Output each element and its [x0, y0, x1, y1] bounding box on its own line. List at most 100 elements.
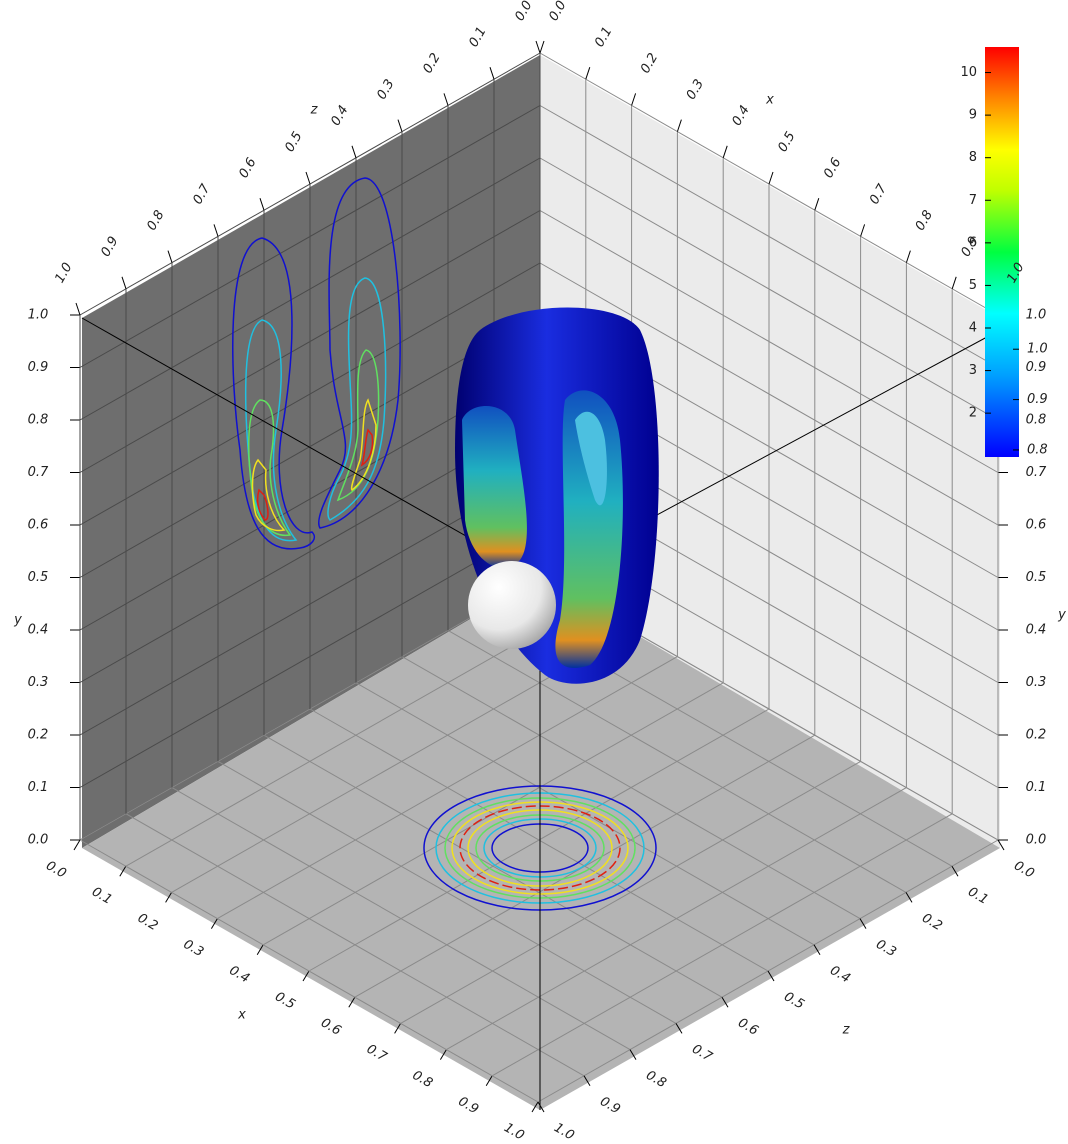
tick-label: 0.5 — [781, 989, 806, 1012]
tick-mark — [721, 996, 729, 1008]
colorbar — [985, 47, 1019, 457]
tick-mark — [631, 93, 637, 106]
grid-line — [217, 760, 677, 1024]
tick-mark — [722, 145, 728, 158]
grid-line — [447, 629, 907, 893]
tick-label: 0.8 — [410, 1068, 435, 1091]
tick-label: 0.6 — [236, 155, 259, 180]
grid-line — [125, 813, 585, 1077]
tick-mark — [302, 970, 310, 982]
tick-mark — [537, 1101, 545, 1113]
tick-label: 0.0 — [1011, 858, 1036, 881]
axis-title: z — [310, 103, 319, 118]
colorbar-label: 5 — [969, 278, 977, 293]
tick-label: 0.0 — [546, 0, 569, 24]
tick-mark — [629, 1049, 637, 1060]
tick-label: 0.9 — [455, 1094, 480, 1117]
tick-mark — [583, 1075, 591, 1087]
tick-mark — [539, 40, 545, 54]
colorbar-label: 2 — [969, 406, 977, 421]
tick-mark — [489, 67, 495, 80]
tick-mark — [443, 93, 449, 106]
tick-label: 0.0 — [512, 0, 535, 24]
axis-title: y — [13, 613, 22, 628]
tick-label: 0.0 — [1026, 833, 1047, 848]
tick-mark — [535, 40, 541, 54]
tick-label: 0.6 — [318, 1016, 343, 1039]
tick-label: 0.7 — [689, 1042, 715, 1066]
tick-label: 0.8 — [913, 208, 936, 233]
colorbar-label: 0.9 — [1027, 392, 1048, 407]
back-wall — [82, 55, 540, 848]
tick-label: 0.4 — [827, 963, 852, 986]
axis-title: y — [1057, 608, 1066, 623]
grid-line — [79, 839, 539, 1103]
tick-label: 0.5 — [28, 570, 49, 585]
colorbar-label: 7 — [969, 193, 977, 208]
tick-mark — [997, 839, 1005, 851]
tick-label: 0.2 — [919, 911, 944, 934]
tick-mark — [439, 1049, 447, 1060]
grid-line — [171, 787, 631, 1051]
tick-label: 0.4 — [226, 963, 251, 986]
tick-mark — [121, 276, 127, 289]
colorbar-label: 10 — [960, 65, 977, 80]
tick-mark — [165, 892, 173, 903]
tick-label: 0.2 — [1026, 728, 1047, 743]
tick-mark — [485, 1075, 493, 1087]
tick-label: 0.3 — [28, 675, 49, 690]
tick-label: 1.0 — [501, 1120, 526, 1143]
tick-label: 0.8 — [1026, 413, 1047, 428]
tick-mark — [531, 1101, 539, 1113]
tick-label: 0.5 — [1026, 570, 1047, 585]
tick-label: 0.7 — [1026, 465, 1047, 480]
tick-label: 0.5 — [272, 989, 297, 1012]
tick-mark — [905, 892, 913, 903]
axis-title: z — [842, 1023, 851, 1038]
wall-contours — [232, 177, 401, 550]
tick-label: 0.8 — [28, 413, 49, 428]
tick-label: 0.2 — [420, 51, 443, 76]
tick-label: 0.2 — [135, 911, 160, 934]
tick-label: 0.1 — [89, 885, 114, 908]
tick-mark — [256, 944, 264, 956]
tick-mark — [768, 171, 774, 185]
axis-title: x — [237, 1008, 246, 1023]
tick-label: 0.3 — [181, 937, 206, 960]
tick-label: 0.7 — [867, 181, 891, 207]
tick-label: 0.6 — [821, 155, 844, 180]
tick-mark — [585, 67, 591, 80]
grid-line — [263, 734, 723, 998]
tick-mark — [675, 1023, 683, 1034]
tick-label: 0.6 — [28, 518, 49, 533]
tick-mark — [259, 198, 265, 211]
tick-label: 0.3 — [1026, 675, 1047, 690]
colorbar-label: 1.0 — [1027, 342, 1048, 357]
tick-label: 0.1 — [1026, 780, 1047, 795]
tick-label: 0.8 — [643, 1068, 668, 1091]
tick-mark — [951, 865, 959, 877]
grid — [70, 40, 1008, 1113]
tick-label: 0.1 — [592, 24, 615, 49]
tick-label: 0.9 — [597, 1094, 622, 1117]
tick-mark — [213, 224, 219, 237]
tick-label: 1.0 — [28, 308, 49, 323]
tick-label: 0.4 — [28, 623, 49, 638]
floor — [82, 578, 1000, 1110]
tick-label: 0.7 — [364, 1042, 390, 1066]
tick-label: 1.0 — [52, 260, 75, 285]
tick-label: 0.2 — [28, 728, 49, 743]
tick-mark — [394, 1023, 402, 1034]
tick-label: 0.6 — [1026, 518, 1047, 533]
tick-label: 0.3 — [374, 77, 397, 102]
tick-label: 0.4 — [1026, 623, 1047, 638]
colorbar-label: 9 — [969, 108, 977, 123]
tick-label: 0.7 — [28, 465, 49, 480]
tick-label: 0.9 — [28, 360, 49, 375]
tick-mark — [859, 918, 867, 929]
tick-mark — [348, 996, 356, 1008]
tick-mark — [951, 276, 957, 289]
tick-label: 0.4 — [730, 103, 753, 128]
tick-mark — [167, 250, 173, 263]
